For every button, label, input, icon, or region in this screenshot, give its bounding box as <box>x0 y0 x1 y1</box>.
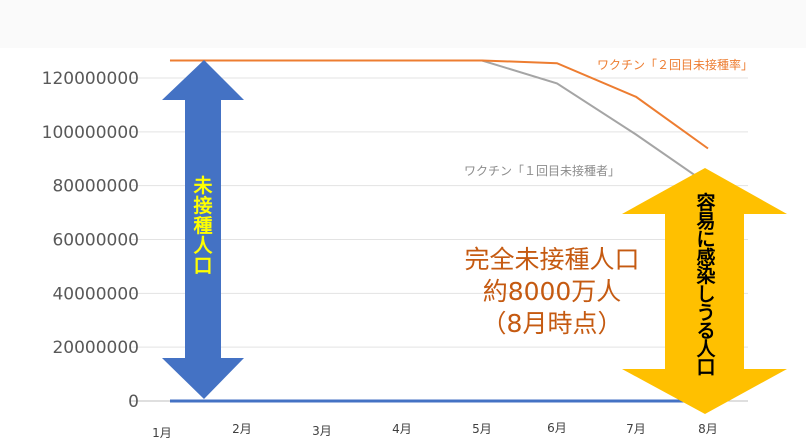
grid-lines <box>130 77 748 402</box>
x-tick-label: 8月 <box>698 422 718 436</box>
left-double-arrow <box>162 60 244 399</box>
x-tick-label: 1月 <box>152 426 172 440</box>
x-tick-label: 7月 <box>626 422 646 436</box>
right-double-arrow <box>622 168 787 414</box>
x-tick-label: 3月 <box>312 424 332 438</box>
x-tick-label: 6月 <box>547 421 567 435</box>
left-arrow-label: 未接種人口 <box>192 174 213 277</box>
center-text-line-1: 完全未接種人口 <box>464 245 639 274</box>
y-tick-label: 20000000 <box>52 338 139 358</box>
x-axis-ticks: 1月 2月 3月 4月 5月 6月 7月 8月 <box>152 421 718 440</box>
x-tick-label: 2月 <box>232 422 252 436</box>
center-annotation: 完全未接種人口 約8000万人 （8月時点） <box>464 245 639 338</box>
center-text-line-2: 約8000万人 <box>483 277 622 306</box>
y-tick-label: 80000000 <box>52 177 139 197</box>
center-text-line-3: （8月時点） <box>482 309 623 338</box>
right-arrow-group: 容易に感染しうる人口 <box>622 168 787 414</box>
series-line <box>170 59 709 186</box>
y-tick-label: 120000000 <box>42 69 139 89</box>
left-arrow-group: 未接種人口 <box>162 60 244 399</box>
series-lines <box>169 59 709 403</box>
top-band <box>0 0 806 48</box>
series-line <box>170 59 709 150</box>
series-label-second-dose: ワクチン「２回目未接種率」 <box>597 57 753 72</box>
y-tick-label: 100000000 <box>42 123 139 143</box>
x-tick-label: 5月 <box>472 422 492 436</box>
y-axis-ticks: 0 20000000 40000000 60000000 80000000 1000000… <box>42 69 139 412</box>
y-tick-label: 0 <box>128 392 139 412</box>
x-tick-label: 4月 <box>392 422 412 436</box>
series-label-first-dose: ワクチン「１回目未接種者」 <box>464 163 620 178</box>
y-tick-label: 60000000 <box>52 231 139 251</box>
right-arrow-label: 容易に感染しうる人口 <box>696 191 716 379</box>
y-tick-label: 40000000 <box>52 284 139 304</box>
